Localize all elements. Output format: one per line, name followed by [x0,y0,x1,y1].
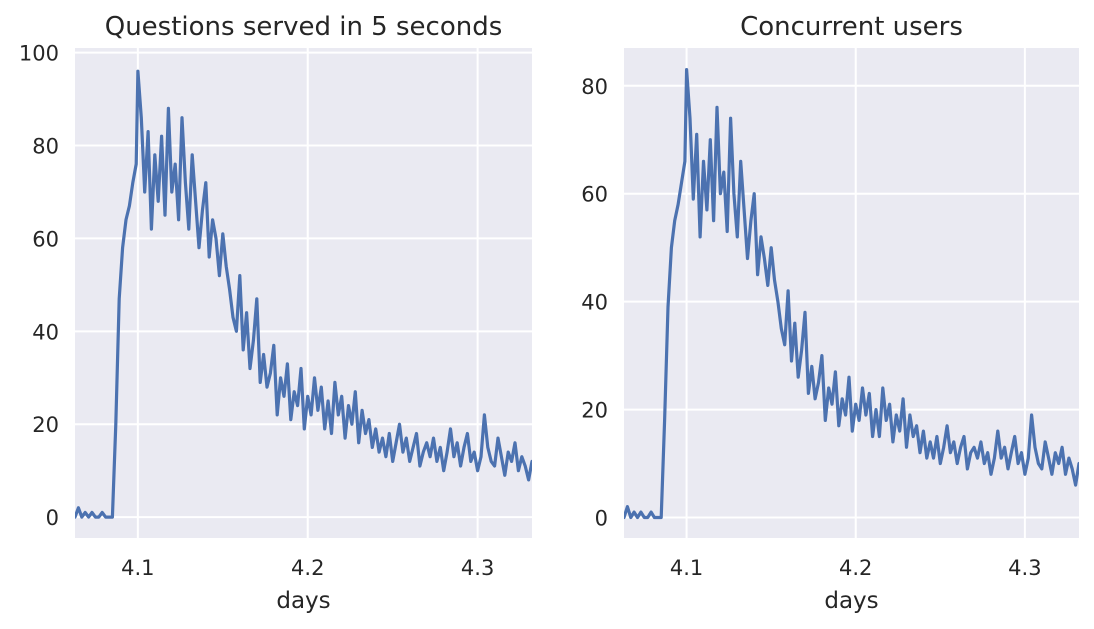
chart-title: Concurrent users [740,12,963,42]
x-axis-label: days [276,588,330,614]
y-tick-label: 20 [581,399,608,423]
x-tick-label: 4.3 [461,556,494,580]
chart-title: Questions served in 5 seconds [105,12,503,42]
x-axis-label: days [824,588,878,614]
series-line [75,69,532,519]
y-tick-label: 80 [581,75,608,99]
x-tick-label: 4.3 [1008,556,1041,580]
y-tick-label: 40 [581,291,608,315]
x-tick-label: 4.2 [291,556,324,580]
chart-concurrent-users: 0 20 40 60 80 4.1 4.2 4.3 Concurrent users days [581,12,1079,614]
x-tick-label: 4.1 [121,556,154,580]
x-tick-label: 4.2 [839,556,872,580]
y-tick-label: 60 [581,183,608,207]
plot-area [75,48,532,538]
plot-area [624,48,1079,538]
y-tick-label: 0 [46,506,59,530]
y-tick-label: 20 [32,413,59,437]
y-tick-label: 100 [19,42,59,66]
chart-questions-served: 0 20 40 60 80 100 4.1 4.2 4.3 Questions served in… [19,12,532,614]
y-tick-label: 80 [32,135,59,159]
y-tick-label: 40 [32,320,59,344]
series-line [624,67,1079,520]
x-tick-label: 4.1 [670,556,703,580]
y-tick-label: 0 [595,506,608,530]
y-tick-label: 60 [32,227,59,251]
